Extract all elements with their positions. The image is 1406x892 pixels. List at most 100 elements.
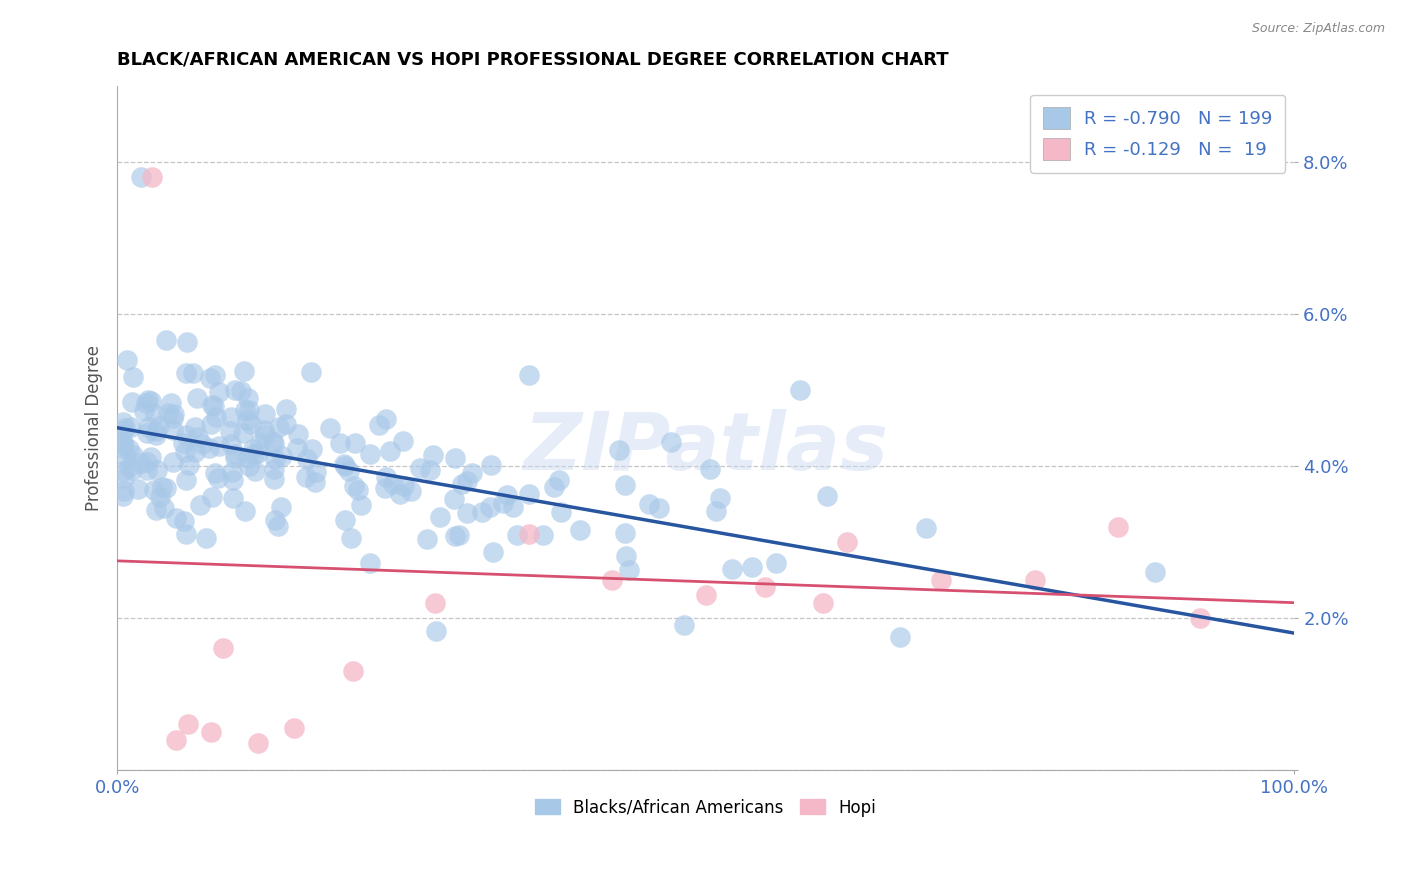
Point [422,448,444,462]
Point [118,442,141,457]
Point [121,463,143,477]
Point [224,450,246,465]
Point [127,482,149,496]
Point [301,442,323,456]
Point [232,426,254,441]
Point [112,437,135,451]
Point [287,426,309,441]
Point [247,446,270,460]
Point [115,450,138,464]
Point [121,395,143,409]
Point [174,428,197,442]
Point [382,476,405,491]
Point [114,471,136,485]
Point [359,447,381,461]
Point [368,418,391,433]
Point [429,509,451,524]
Point [129,457,152,471]
Point [165,510,187,524]
Point [143,407,166,421]
Point [186,391,208,405]
Point [741,559,763,574]
Point [174,473,197,487]
Point [443,491,465,506]
Point [471,505,494,519]
Point [253,423,276,437]
Point [648,501,671,516]
Point [191,437,214,451]
Point [349,498,371,512]
Point [496,488,519,502]
Point [153,500,176,515]
Point [305,465,328,479]
Point [614,549,637,564]
Point [184,445,207,459]
Point [187,430,209,444]
Point [233,363,256,377]
Point [136,426,159,441]
Point [143,483,166,498]
Point [219,437,242,451]
Point [343,479,366,493]
Point [451,476,474,491]
Point [145,428,167,442]
Point [145,463,167,477]
Point [614,525,637,540]
Point [155,481,177,495]
Point [201,398,224,412]
Point [550,505,572,519]
Point [342,664,364,678]
Point [267,519,290,533]
Point [695,588,717,602]
Point [378,444,401,458]
Point [517,527,540,541]
Point [269,420,291,434]
Point [914,521,936,535]
Point [219,425,242,439]
Point [242,442,264,457]
Point [479,500,502,514]
Point [205,409,228,424]
Point [423,596,446,610]
Point [145,502,167,516]
Point [333,457,356,471]
Point [392,479,415,493]
Point [482,544,505,558]
Point [148,418,170,433]
Point [329,435,352,450]
Point [285,441,308,455]
Point [222,473,245,487]
Point [754,581,776,595]
Point [188,498,211,512]
Point [179,458,201,472]
Point [145,424,167,438]
Point [208,439,231,453]
Point [112,483,135,498]
Point [638,497,661,511]
Point [444,529,467,543]
Point [162,455,184,469]
Point [112,435,135,450]
Point [200,417,222,431]
Point [568,523,591,537]
Point [238,458,260,473]
Point [135,396,157,410]
Point [889,630,911,644]
Point [243,447,266,461]
Point [375,412,398,426]
Point [204,368,226,382]
Point [443,451,465,466]
Point [502,500,524,514]
Point [136,455,159,469]
Point [122,369,145,384]
Point [304,475,326,490]
Point [247,736,270,750]
Point [174,445,197,459]
Point [184,419,207,434]
Point [765,557,787,571]
Point [134,404,156,418]
Point [122,448,145,462]
Point [263,461,285,475]
Point [673,617,696,632]
Point [221,491,243,505]
